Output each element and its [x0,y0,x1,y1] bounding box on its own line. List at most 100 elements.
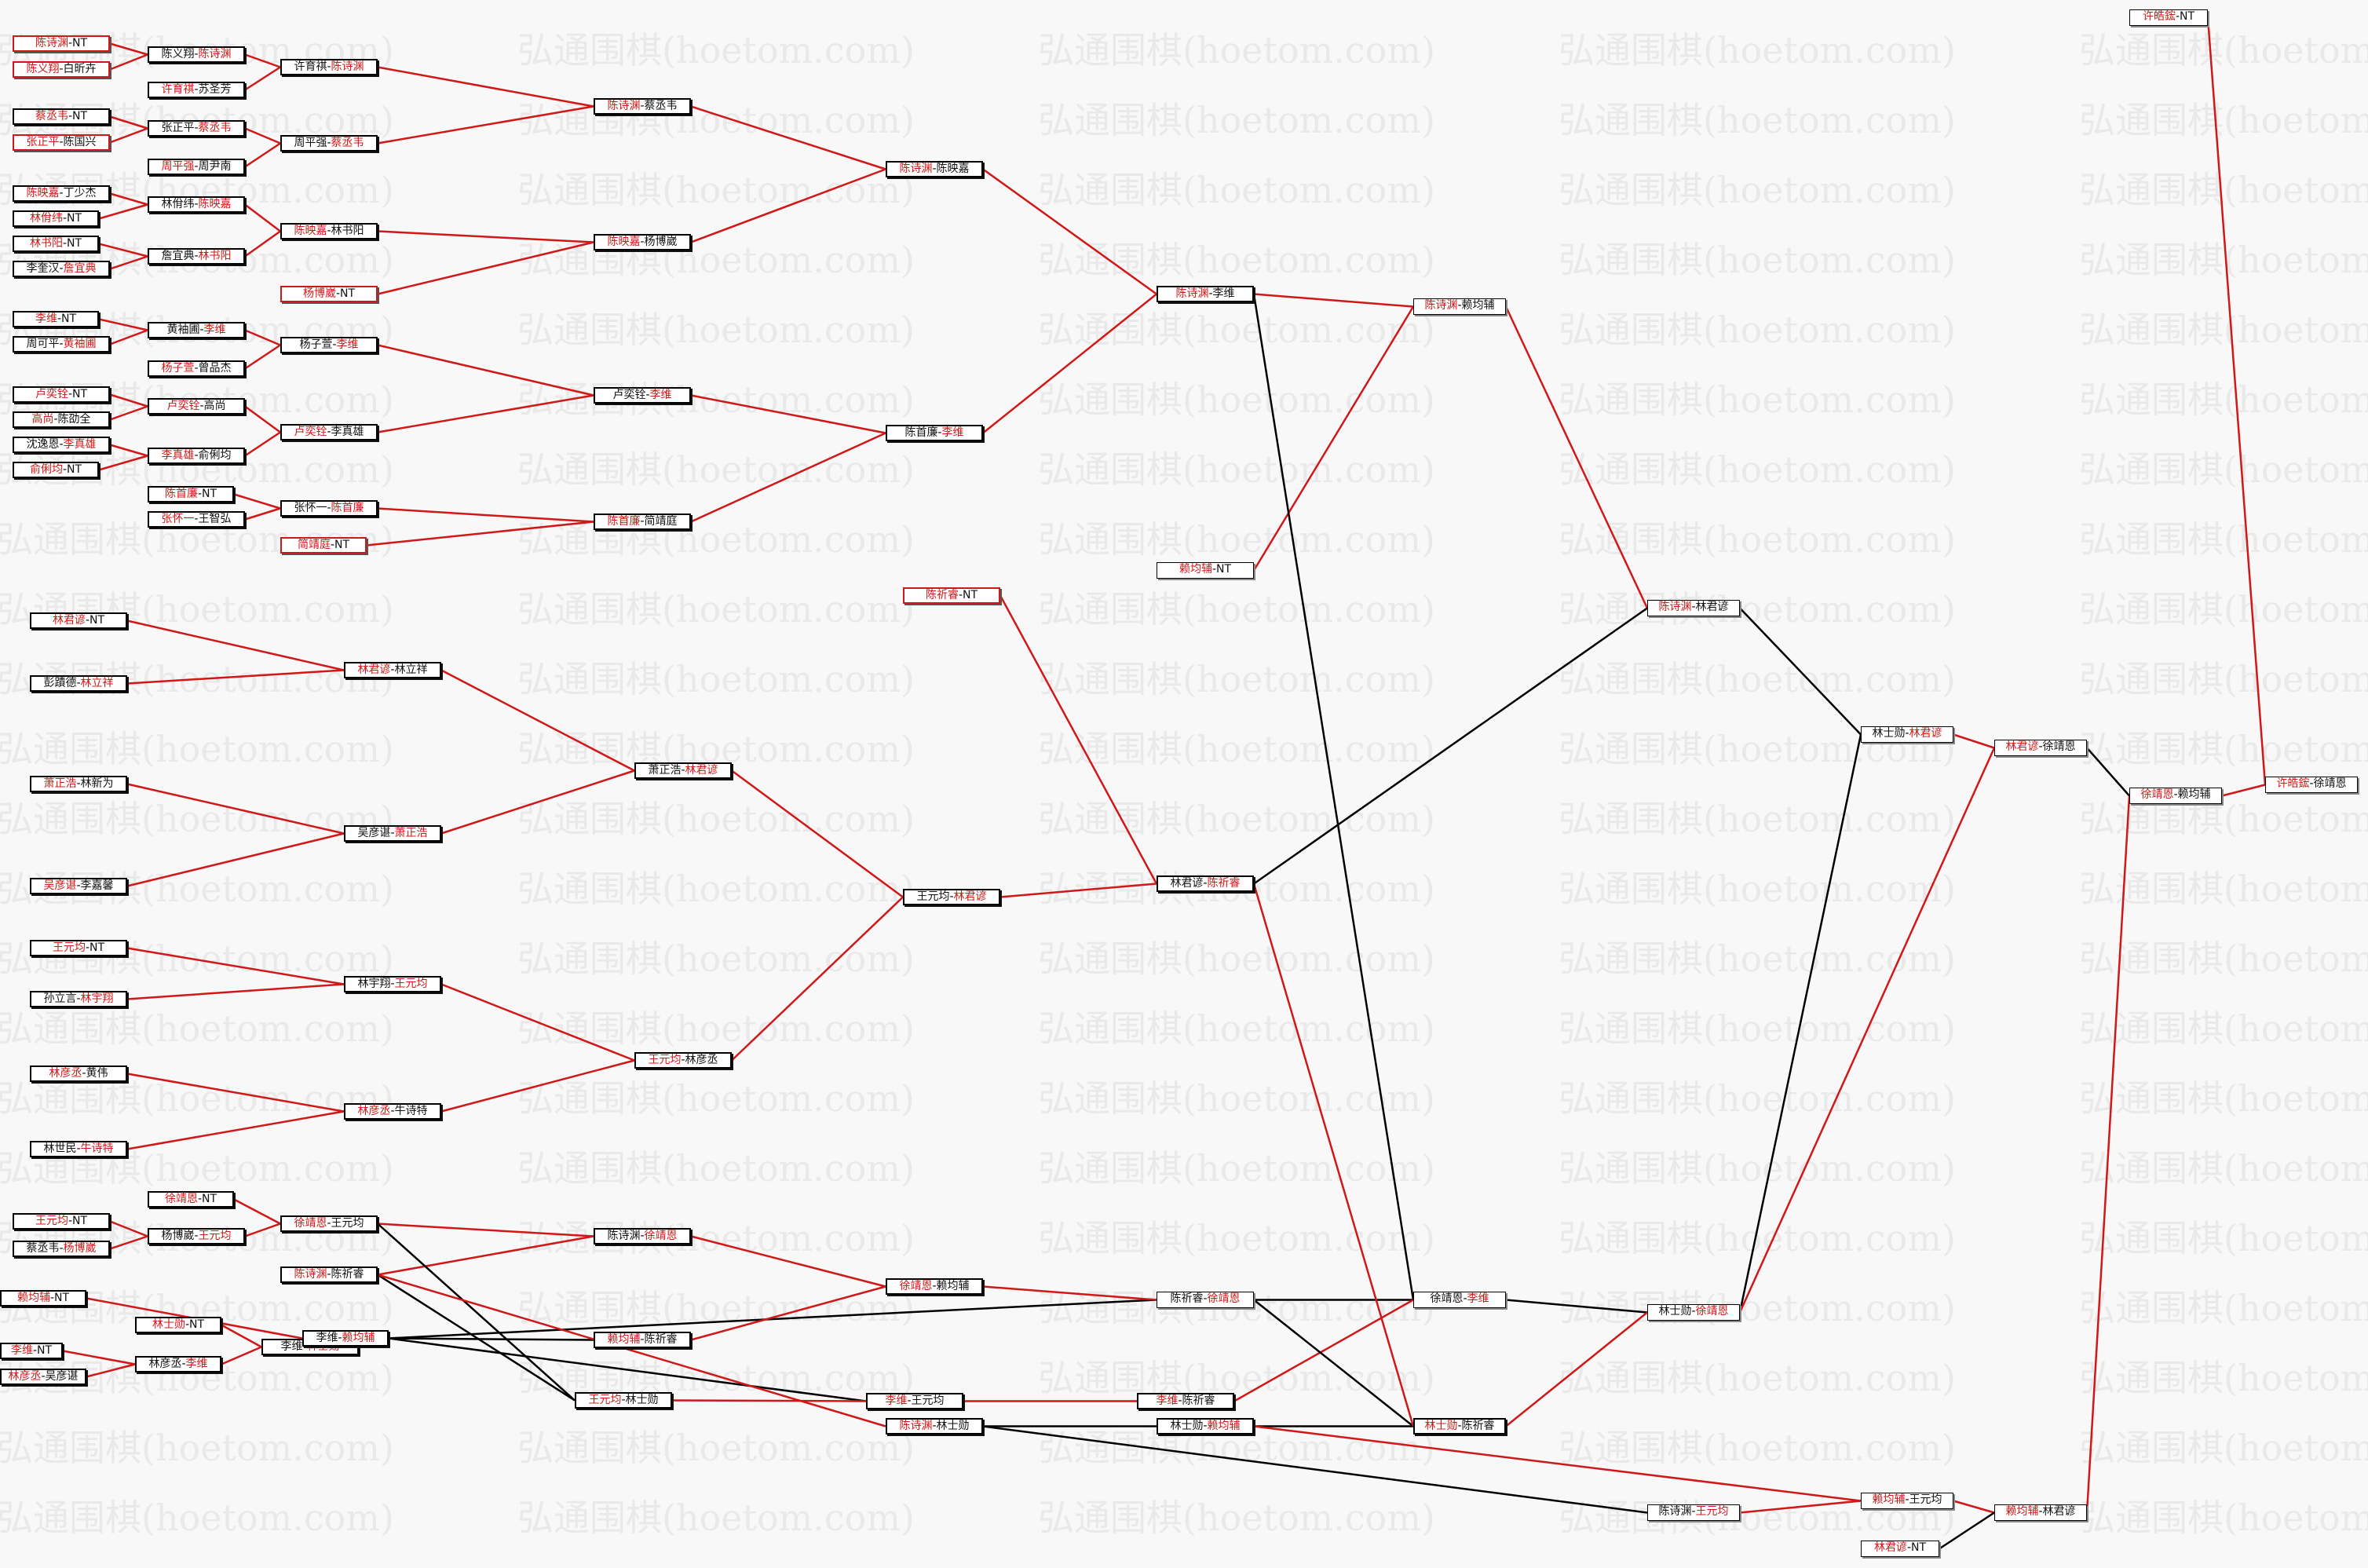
match-box[interactable]: 陈祈睿-徐靖恩 [1157,1292,1254,1308]
match-box[interactable]: 陈映嘉-林书阳 [280,223,378,239]
player-a: 周平强 [161,160,195,173]
match-box[interactable]: 卢奕铨-李真雄 [280,424,378,440]
match-box[interactable]: 陈诗渊-徐靖恩 [594,1228,691,1245]
match-box[interactable]: 张正平-蔡丞韦 [148,120,245,137]
match-box[interactable]: 许育祺-陈诗渊 [280,59,378,75]
vs-separator: - [76,879,81,892]
match-box[interactable]: 林士勋-NT [135,1317,221,1333]
match-box[interactable]: 赖均辅-王元均 [1861,1493,1953,1509]
match-box[interactable]: 陈诗渊-陈祈睿 [280,1266,378,1283]
match-box[interactable]: 徐靖恩-赖均辅 [2129,788,2222,804]
match-box[interactable]: 王元均-林君谚 [903,889,1000,905]
match-box[interactable]: 林彦丞-李维 [135,1356,221,1372]
match-box[interactable]: 徐靖恩-李维 [1413,1292,1506,1308]
bracket-line [1253,1425,1862,1502]
match-box[interactable]: 李维-NT [0,1343,63,1359]
match-box[interactable]: 赖均辅-陈祈睿 [594,1332,691,1348]
match-box[interactable]: 李维-NT [13,311,99,327]
match-box[interactable]: 陈诗渊-NT [13,35,110,52]
match-box[interactable]: 陈诗渊-林君谚 [1647,600,1740,616]
match-box[interactable]: 杨子萱-曾品杰 [148,360,245,377]
match-box[interactable]: 林君谚-徐靖恩 [1994,740,2087,756]
match-box[interactable]: 许皓鋐-NT [2129,9,2208,26]
match-box[interactable]: 林佾纬-陈映嘉 [148,196,245,213]
match-box[interactable]: 林君谚-陈祈睿 [1157,875,1254,892]
match-box[interactable]: 林君谚-林立祥 [344,662,441,678]
match-box[interactable]: 杨子萱-李维 [280,337,378,353]
match-box[interactable]: 林佾纬-NT [13,210,99,227]
match-box[interactable]: 陈诗渊-李维 [1157,286,1254,302]
match-box[interactable]: 陈映嘉-杨博崴 [594,234,691,250]
match-box[interactable]: 张怀一-王智弘 [148,511,245,528]
match-box[interactable]: 陈首廉-李维 [886,425,983,441]
match-box[interactable]: 赖均辅-NT [1157,562,1254,579]
match-box[interactable]: 徐靖恩-NT [148,1191,234,1208]
match-box[interactable]: 赖均辅-林君谚 [1994,1504,2087,1521]
match-box[interactable]: 陈首廉-简靖庭 [594,514,691,530]
match-box[interactable]: 王元均-林彦丞 [634,1052,732,1069]
match-box[interactable]: 张正平-陈国兴 [13,134,110,151]
match-box[interactable]: 林士勋-徐靖恩 [1647,1304,1740,1321]
vs-separator: - [53,413,58,426]
match-box[interactable]: 陈义翔-陈诗渊 [148,46,245,63]
match-box[interactable]: 蔡丞韦-NT [13,108,110,125]
match-box[interactable]: 林世民-牛诗特 [30,1141,127,1157]
match-box[interactable]: 周平强-周尹南 [148,159,245,175]
match-box[interactable]: 周平强-蔡丞韦 [280,135,378,152]
match-box[interactable]: 徐靖恩-赖均辅 [886,1278,983,1295]
match-box[interactable]: 林士勋-赖均辅 [1157,1418,1254,1435]
match-box[interactable]: 陈诗渊-王元均 [1647,1504,1740,1521]
match-box[interactable]: 陈诗渊-林士勋 [886,1418,983,1435]
match-box[interactable]: 卢奕铨-NT [13,386,110,403]
match-box[interactable]: 陈映嘉-丁少杰 [13,185,110,202]
match-box[interactable]: 徐靖恩-王元均 [280,1215,378,1232]
match-box[interactable]: 卢奕铨-李维 [594,387,691,404]
match-box[interactable]: 林士勋-林君谚 [1861,726,1953,743]
match-box[interactable]: 王元均-林士勋 [575,1392,672,1409]
match-box[interactable]: 黄袖圃-李维 [148,322,245,338]
match-box[interactable]: 蔡丞韦-杨博崴 [13,1241,110,1257]
match-box[interactable]: 吴彦谌-李嘉馨 [30,878,127,894]
match-box[interactable]: 简靖庭-NT [280,537,367,554]
match-box[interactable]: 詹宜典-林书阳 [148,248,245,265]
match-box[interactable]: 高尚-陈劭全 [13,411,110,428]
match-box[interactable]: 李真雄-俞俐均 [148,448,245,464]
match-box[interactable]: 林君谚-NT [1861,1541,1939,1557]
bracket-line [1738,747,1996,1314]
match-box[interactable]: 陈诗渊-蔡丞韦 [594,98,691,115]
match-box[interactable]: 陈诗渊-陈映嘉 [886,161,983,177]
match-box[interactable]: 林君谚-NT [30,612,127,629]
match-box[interactable]: 王元均-NT [13,1213,110,1230]
match-box[interactable]: 林宇翔-王元均 [344,976,441,992]
match-box[interactable]: 陈诗渊-赖均辅 [1413,298,1506,315]
match-box[interactable]: 彭蹟德-林立祥 [30,675,127,692]
match-box[interactable]: 许育祺-苏圣芳 [148,82,245,98]
vs-separator: - [390,978,395,990]
match-box[interactable]: 吴彦谌-萧正浩 [344,825,441,842]
match-box[interactable]: 沈逸恩-李真雄 [13,437,110,453]
match-box[interactable]: 张怀一-陈首廉 [280,500,378,517]
match-box[interactable]: 王元均-NT [30,940,127,956]
match-box[interactable]: 林彦丞-牛诗特 [344,1103,441,1120]
match-box[interactable]: 李维-陈祈睿 [1137,1393,1234,1409]
match-box[interactable]: 林士勋-陈祈睿 [1413,1418,1506,1435]
match-box[interactable]: 林书阳-NT [13,236,99,252]
match-box[interactable]: 许皓鋐-徐靖恩 [2265,777,2358,793]
match-box[interactable]: 萧正浩-林新为 [30,776,127,792]
match-box[interactable]: 杨博崴-NT [280,286,378,302]
match-box[interactable]: 林彦丞-吴彦谌 [0,1369,86,1385]
match-box[interactable]: 卢奕铨-高尚 [148,398,245,415]
match-box[interactable]: 陈义翔-白昕卉 [13,61,110,78]
match-box[interactable]: 孙立言-林宇翔 [30,991,127,1007]
match-box[interactable]: 林彦丞-黄伟 [30,1065,127,1082]
match-box[interactable]: 俞俐均-NT [13,462,99,478]
match-box[interactable]: 李奎汉-詹宜典 [13,261,110,277]
match-box[interactable]: 陈首廉-NT [148,486,234,503]
match-box[interactable]: 李维-王元均 [866,1393,963,1409]
match-box[interactable]: 李维-赖均辅 [302,1330,389,1347]
match-box[interactable]: 杨博崴-王元均 [148,1228,245,1245]
match-box[interactable]: 周可平-黄袖圃 [13,336,110,353]
match-box[interactable]: 陈祈睿-NT [903,587,1000,604]
match-box[interactable]: 赖均辅-NT [0,1290,86,1307]
match-box[interactable]: 萧正浩-林君谚 [634,762,732,779]
